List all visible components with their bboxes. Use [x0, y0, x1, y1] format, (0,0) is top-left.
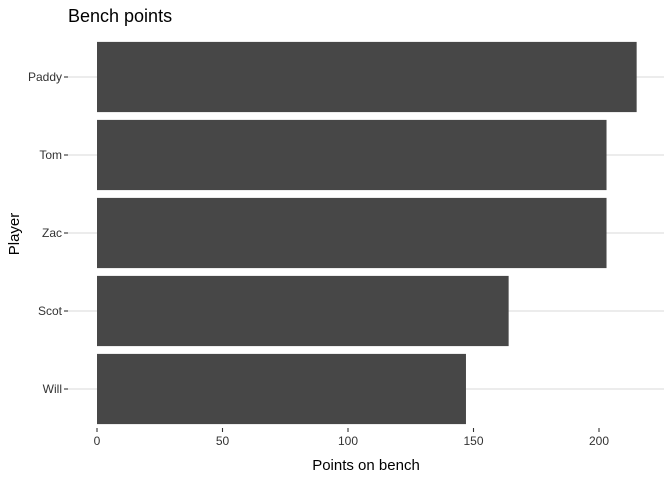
- bar-zac: [97, 197, 607, 269]
- bar-scot: [97, 275, 509, 347]
- bar-tom: [97, 119, 607, 191]
- y-tick-label-scot: Scot: [38, 304, 63, 318]
- y-tick-label-paddy: Paddy: [28, 70, 62, 84]
- x-tick-label-50: 50: [216, 434, 230, 448]
- y-tick-label-will: Will: [43, 382, 62, 396]
- x-tick-label-200: 200: [589, 434, 609, 448]
- x-tick-label-0: 0: [94, 434, 101, 448]
- bars: [97, 41, 637, 425]
- y-tick-label-tom: Tom: [39, 148, 62, 162]
- bar-will: [97, 353, 466, 425]
- x-tick-label-100: 100: [338, 434, 358, 448]
- x-tick-label-150: 150: [463, 434, 483, 448]
- y-tick-label-zac: Zac: [42, 226, 62, 240]
- y-axis-title: Player: [6, 213, 23, 256]
- bar-paddy: [97, 41, 637, 113]
- chart-title: Bench points: [68, 6, 172, 26]
- y-axis: Paddy Tom Zac Scot Will: [28, 70, 68, 396]
- x-axis-title: Points on bench: [312, 457, 420, 474]
- x-axis: 0 50 100 150 200: [94, 428, 609, 448]
